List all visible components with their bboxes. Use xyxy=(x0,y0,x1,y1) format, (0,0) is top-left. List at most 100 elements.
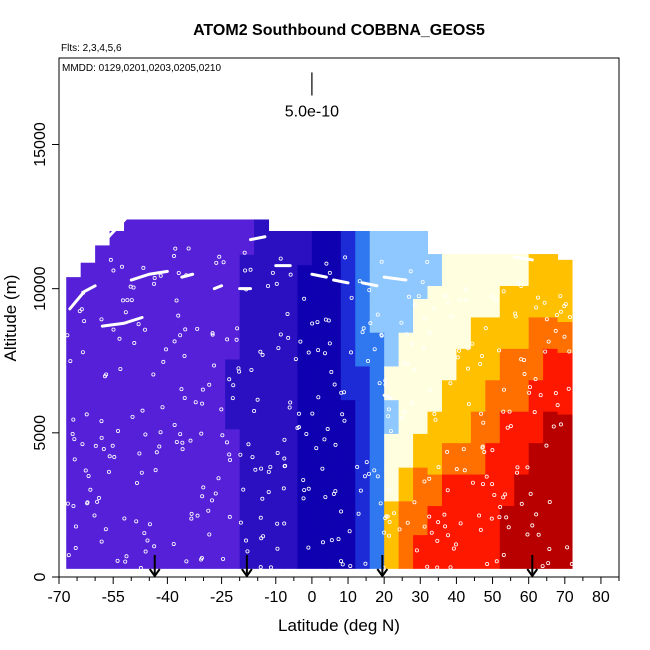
sample-point xyxy=(375,312,380,317)
heatmap-cell xyxy=(384,231,400,266)
heatmap-cell xyxy=(485,411,501,444)
heatmap-cell xyxy=(340,332,356,367)
sample-point xyxy=(429,530,434,535)
sample-point xyxy=(349,350,354,355)
sample-point xyxy=(125,298,130,303)
heatmap-cell xyxy=(326,298,342,333)
heatmap-cell xyxy=(181,324,197,360)
sample-point xyxy=(553,328,558,333)
sample-point xyxy=(83,468,88,473)
sample-point xyxy=(210,332,215,337)
heatmap-layer xyxy=(66,219,573,569)
sample-point xyxy=(347,529,352,534)
sample-point xyxy=(111,327,116,332)
heatmap-cell xyxy=(384,332,400,367)
flight-track-track-13 xyxy=(382,275,408,282)
sample-point xyxy=(534,512,539,517)
flight-track-track-14 xyxy=(512,255,534,262)
heatmap-cell xyxy=(369,365,385,401)
x-tick-label: -25 xyxy=(210,589,233,606)
flight-track-track-3 xyxy=(100,316,144,328)
sample-point xyxy=(402,410,407,415)
heatmap-cell xyxy=(80,507,96,539)
heatmap-cell xyxy=(109,231,125,266)
heatmap-cell xyxy=(528,505,544,538)
sample-point xyxy=(416,294,421,299)
sample-point xyxy=(465,366,470,371)
sample-point xyxy=(558,422,563,427)
sample-point xyxy=(558,309,563,314)
heatmap-cell xyxy=(470,316,486,349)
sample-point xyxy=(463,287,468,292)
heatmap-cell xyxy=(268,298,284,333)
sample-point xyxy=(382,530,387,535)
heatmap-cell xyxy=(311,467,327,502)
heatmap-cell xyxy=(470,536,486,569)
heatmap-cell xyxy=(268,399,284,434)
flight-track-track-12 xyxy=(360,281,379,288)
sample-point xyxy=(501,289,506,294)
sample-point xyxy=(217,254,222,259)
heatmap-cell xyxy=(311,298,327,333)
sample-point xyxy=(172,422,177,427)
sample-point xyxy=(412,500,417,505)
sample-point xyxy=(130,414,135,419)
sample-point xyxy=(386,407,391,412)
sample-point xyxy=(188,438,193,443)
sample-point xyxy=(180,447,185,452)
sample-point xyxy=(480,354,485,359)
heatmap-cell xyxy=(95,536,111,569)
heatmap-cell xyxy=(167,359,183,395)
sample-point xyxy=(387,488,392,493)
sample-point xyxy=(301,477,306,482)
sample-point xyxy=(316,395,321,400)
heatmap-cell xyxy=(152,289,168,325)
sample-point xyxy=(301,496,306,501)
sample-point xyxy=(448,381,453,386)
sample-point xyxy=(99,317,104,322)
sample-point xyxy=(88,487,93,492)
sample-point xyxy=(470,341,475,346)
sample-point xyxy=(522,372,527,377)
flight-track-track-15 xyxy=(382,393,393,400)
y-tick-label: 10000 xyxy=(32,266,49,311)
heatmap-cell xyxy=(369,467,385,502)
heatmap-cell xyxy=(398,365,414,401)
heatmap-cell xyxy=(152,324,168,360)
heatmap-cell xyxy=(225,289,241,325)
heatmap-cell xyxy=(239,463,255,500)
sample-point xyxy=(425,564,430,569)
heatmap-cell xyxy=(138,219,154,255)
heatmap-cell xyxy=(514,316,530,349)
heatmap-cell xyxy=(152,393,168,430)
sample-point xyxy=(525,532,530,537)
chart-title: ATOM2 Southbound COBBNA_GEOS5 xyxy=(193,22,485,39)
heatmap-cell xyxy=(239,393,255,430)
heatmap-cell xyxy=(196,498,212,534)
heatmap-cell xyxy=(398,467,414,502)
sample-point xyxy=(507,409,512,414)
heatmap-cell xyxy=(427,254,443,286)
heatmap-cell xyxy=(268,433,284,468)
heatmap-cell xyxy=(239,498,255,534)
sample-point xyxy=(501,552,506,557)
x-tick-label: 30 xyxy=(411,589,429,606)
sample-point xyxy=(216,476,221,481)
sample-point xyxy=(372,347,377,352)
heatmap-cell xyxy=(210,289,226,325)
heatmap-cell xyxy=(427,442,443,475)
sample-point xyxy=(435,538,440,543)
heatmap-cell xyxy=(181,359,197,395)
sample-point xyxy=(199,431,204,436)
sample-point xyxy=(231,383,236,388)
heatmap-cell xyxy=(196,463,212,500)
heatmap-cell xyxy=(138,393,154,430)
heatmap-cell xyxy=(254,393,270,430)
sample-point xyxy=(115,558,120,563)
flight-track-track-4 xyxy=(129,269,169,282)
heatmap-cell xyxy=(152,463,168,500)
scale-bar-label: 5.0e-10 xyxy=(285,103,339,120)
sample-point xyxy=(180,440,185,445)
heatmap-cell xyxy=(456,316,472,349)
heatmap-cell xyxy=(485,474,501,506)
